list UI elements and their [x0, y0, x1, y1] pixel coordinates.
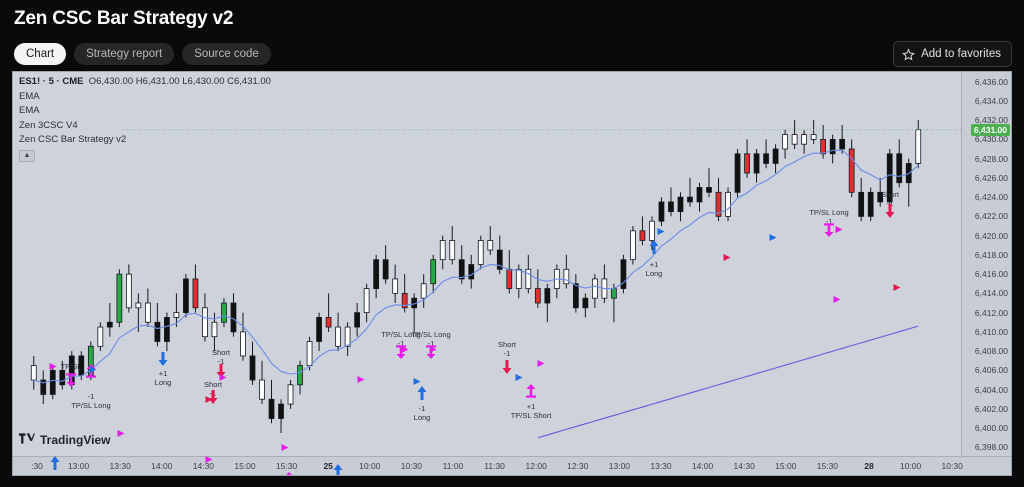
arrow-up-icon [333, 464, 343, 475]
price-tick: 6,400.00 [974, 423, 1008, 434]
candlestick-svg [30, 120, 963, 439]
price-tick: 6,416.00 [974, 269, 1008, 280]
add-to-favorites-button[interactable]: Add to favorites [893, 41, 1012, 67]
arrow-up-icon [526, 384, 537, 404]
time-tick: 12:00 [525, 461, 547, 471]
time-tick: 14:00 [691, 461, 714, 471]
position-flag-icon [281, 438, 289, 456]
price-tick: 6,402.00 [974, 403, 1008, 414]
time-tick: 10:30 [941, 461, 963, 471]
price-tick: 6,404.00 [974, 384, 1008, 395]
time-tick: 10:00 [899, 461, 922, 471]
arrow-up-icon [50, 456, 60, 475]
time-tick: 10:30 [400, 461, 423, 471]
price-tick: 6,422.00 [974, 211, 1008, 222]
current-price-badge: 6,431.00 [970, 123, 1010, 136]
time-tick: 15:30 [816, 461, 839, 471]
position-flag-icon [893, 278, 901, 296]
position-flag-icon [769, 228, 777, 246]
arrow-down-icon [66, 372, 77, 392]
tab-source-code[interactable]: Source code [182, 43, 271, 65]
position-flag-icon [401, 340, 409, 358]
time-tick: 13:30 [109, 461, 131, 471]
time-tick: 13:30 [650, 461, 672, 471]
chart-area[interactable]: ES1! · 5 · CME O6,430.00 H6,431.00 L6,43… [12, 71, 1012, 476]
add-to-favorites-label: Add to favorites [921, 48, 1001, 60]
price-tick: 6,408.00 [974, 346, 1008, 357]
position-flag-icon [205, 450, 213, 468]
tab-strategy-report[interactable]: Strategy report [74, 43, 175, 65]
time-tick: 10:00 [359, 461, 381, 471]
arrow-down-icon [158, 352, 168, 371]
price-tick: 6,426.00 [974, 172, 1008, 183]
price-tick: 6,406.00 [974, 365, 1008, 376]
price-tick: 6,418.00 [974, 249, 1008, 260]
arrow-up-icon [649, 240, 659, 259]
price-tick: 6,432.00 [974, 115, 1008, 126]
price-tick: 6,412.00 [974, 307, 1008, 318]
position-flag-icon [537, 354, 545, 372]
position-flag-icon [723, 248, 731, 266]
position-flag-icon [219, 368, 227, 386]
time-tick: 11:00 [442, 461, 464, 471]
chart-plot[interactable] [13, 72, 963, 457]
position-flag-icon [49, 357, 57, 375]
time-tick: 12:30 [567, 461, 589, 471]
time-tick: :30 [31, 461, 43, 471]
position-flag-icon [657, 222, 665, 240]
price-tick: 6,410.00 [974, 326, 1008, 337]
arrow-up-icon [417, 386, 427, 405]
position-flag-icon [413, 372, 421, 390]
arrow-down-icon [502, 360, 512, 379]
price-tick: 6,436.00 [974, 76, 1008, 87]
time-tick: 13:00 [67, 461, 90, 471]
price-tick: 6,434.00 [974, 95, 1008, 106]
time-tick: 15:00 [234, 461, 256, 471]
time-scale[interactable]: :30 13:00 13:30 14:00 14:30 15:00 15:30 25 10:00… [13, 456, 1011, 475]
time-tick: 25 [323, 461, 333, 471]
position-flag-icon [117, 424, 125, 442]
position-flag-icon [429, 340, 437, 358]
position-flag-icon [205, 390, 213, 408]
time-tick: 11:30 [484, 461, 505, 471]
price-tick: 6,430.00 [974, 134, 1008, 145]
time-tick: 14:30 [192, 461, 215, 471]
price-scale[interactable]: 6,436.00 6,434.00 6,432.00 6,430.00 6,428.00… [961, 72, 1011, 457]
arrow-up-icon [284, 472, 295, 475]
price-tick: 6,428.00 [974, 153, 1008, 164]
position-flag-icon [833, 290, 841, 308]
chevron-up-icon[interactable]: ▲ [19, 149, 35, 162]
arrow-down-icon [396, 344, 407, 364]
page-title: Zen CSC Bar Strategy v2 [14, 8, 234, 29]
time-tick: 14:30 [733, 461, 755, 471]
price-tick: 6,414.00 [974, 288, 1008, 299]
price-tick: 6,424.00 [974, 192, 1008, 203]
arrow-down-icon [885, 204, 895, 223]
price-tick: 6,420.00 [974, 230, 1008, 241]
tab-chart[interactable]: Chart [14, 43, 67, 65]
time-tick: 28 [864, 461, 874, 471]
tabbar: Chart Strategy report Source code [14, 43, 271, 65]
time-tick: 15:00 [775, 461, 797, 471]
time-tick: 13:00 [608, 461, 631, 471]
time-tick: 15:30 [275, 461, 298, 471]
position-flag-icon [89, 360, 97, 378]
position-flag-icon [835, 220, 843, 238]
position-flag-icon [515, 368, 523, 386]
star-outline-icon [902, 47, 915, 61]
price-tick: 6,398.00 [974, 442, 1008, 453]
time-tick: 14:00 [151, 461, 173, 471]
arrow-down-icon [824, 222, 835, 242]
position-flag-icon [357, 370, 365, 388]
